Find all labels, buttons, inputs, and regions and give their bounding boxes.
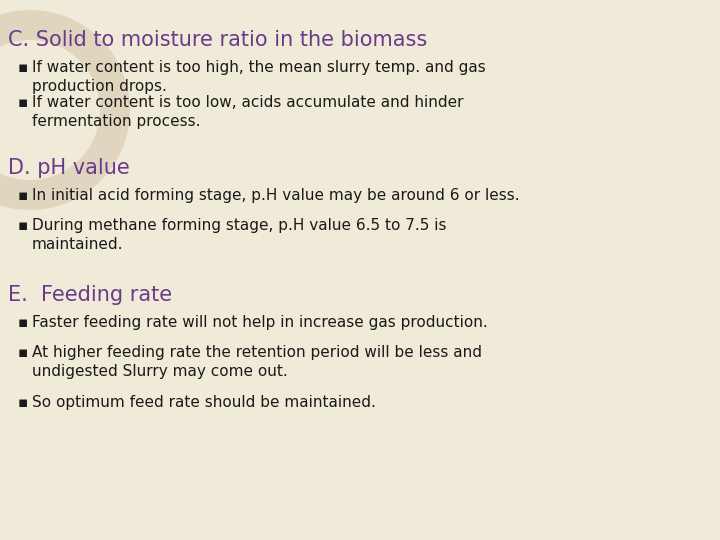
Text: ▪: ▪ [18,95,28,110]
Text: ▪: ▪ [18,345,28,360]
Text: ▪: ▪ [18,315,28,330]
Text: In initial acid forming stage, p.H value may be around 6 or less.: In initial acid forming stage, p.H value… [32,188,520,203]
Circle shape [0,40,100,180]
Text: D. pH value: D. pH value [8,158,130,178]
Circle shape [0,10,130,210]
Text: ▪: ▪ [18,60,28,75]
Text: Faster feeding rate will not help in increase gas production.: Faster feeding rate will not help in inc… [32,315,487,330]
Text: So optimum feed rate should be maintained.: So optimum feed rate should be maintaine… [32,395,376,410]
Text: If water content is too low, acids accumulate and hinder
fermentation process.: If water content is too low, acids accum… [32,95,464,129]
Text: ▪: ▪ [18,218,28,233]
Text: During methane forming stage, p.H value 6.5 to 7.5 is
maintained.: During methane forming stage, p.H value … [32,218,446,252]
Text: E.  Feeding rate: E. Feeding rate [8,285,172,305]
Text: At higher feeding rate the retention period will be less and
undigested Slurry m: At higher feeding rate the retention per… [32,345,482,379]
Text: ▪: ▪ [18,395,28,410]
Text: C. Solid to moisture ratio in the biomass: C. Solid to moisture ratio in the biomas… [8,30,427,50]
Text: If water content is too high, the mean slurry temp. and gas
production drops.: If water content is too high, the mean s… [32,60,486,94]
Text: ▪: ▪ [18,188,28,203]
